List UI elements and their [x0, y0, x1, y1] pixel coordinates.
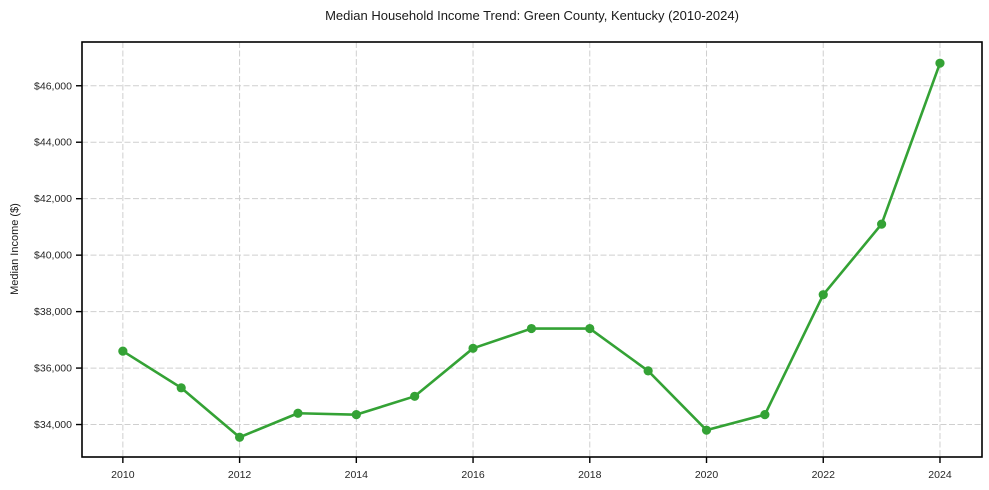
data-point-marker [877, 219, 887, 229]
data-point-marker [293, 408, 303, 418]
trend-line [121, 61, 942, 439]
plot-border [81, 41, 983, 458]
data-point-marker [118, 346, 128, 356]
y-tick-label: $36,000 [34, 363, 72, 375]
y-tick-label: $34,000 [34, 419, 72, 431]
x-tick-label: 2020 [695, 469, 719, 481]
data-point-marker [818, 290, 828, 300]
data-point-marker [760, 410, 770, 420]
data-point-marker [410, 391, 420, 401]
x-tick-label: 2012 [228, 469, 252, 481]
data-point-marker [701, 425, 712, 435]
data-point-marker [234, 432, 245, 442]
x-tick-label: 2016 [461, 469, 485, 481]
x-tick-label: 2018 [578, 469, 602, 481]
y-axis-label: Median Income ($) [9, 203, 21, 295]
y-tick-label: $38,000 [34, 306, 72, 318]
x-tick-label: 2014 [345, 469, 369, 481]
x-tick-label: 2024 [928, 469, 952, 481]
data-point-marker [351, 410, 361, 420]
data-point-marker [526, 323, 537, 334]
data-point-marker [643, 366, 653, 376]
data-point-marker [468, 343, 478, 353]
data-point-marker [176, 383, 186, 393]
y-tick-label: $44,000 [34, 137, 72, 149]
data-point-marker [585, 323, 595, 334]
y-tick-label: $42,000 [34, 193, 72, 205]
x-tick-label: 2022 [812, 469, 836, 481]
chart-title: Median Household Income Trend: Green Cou… [325, 8, 739, 23]
data-point-marker [935, 58, 945, 68]
x-tick-label: 2010 [111, 469, 135, 481]
y-tick-label: $40,000 [34, 250, 72, 262]
y-tick-label: $46,000 [34, 80, 72, 92]
